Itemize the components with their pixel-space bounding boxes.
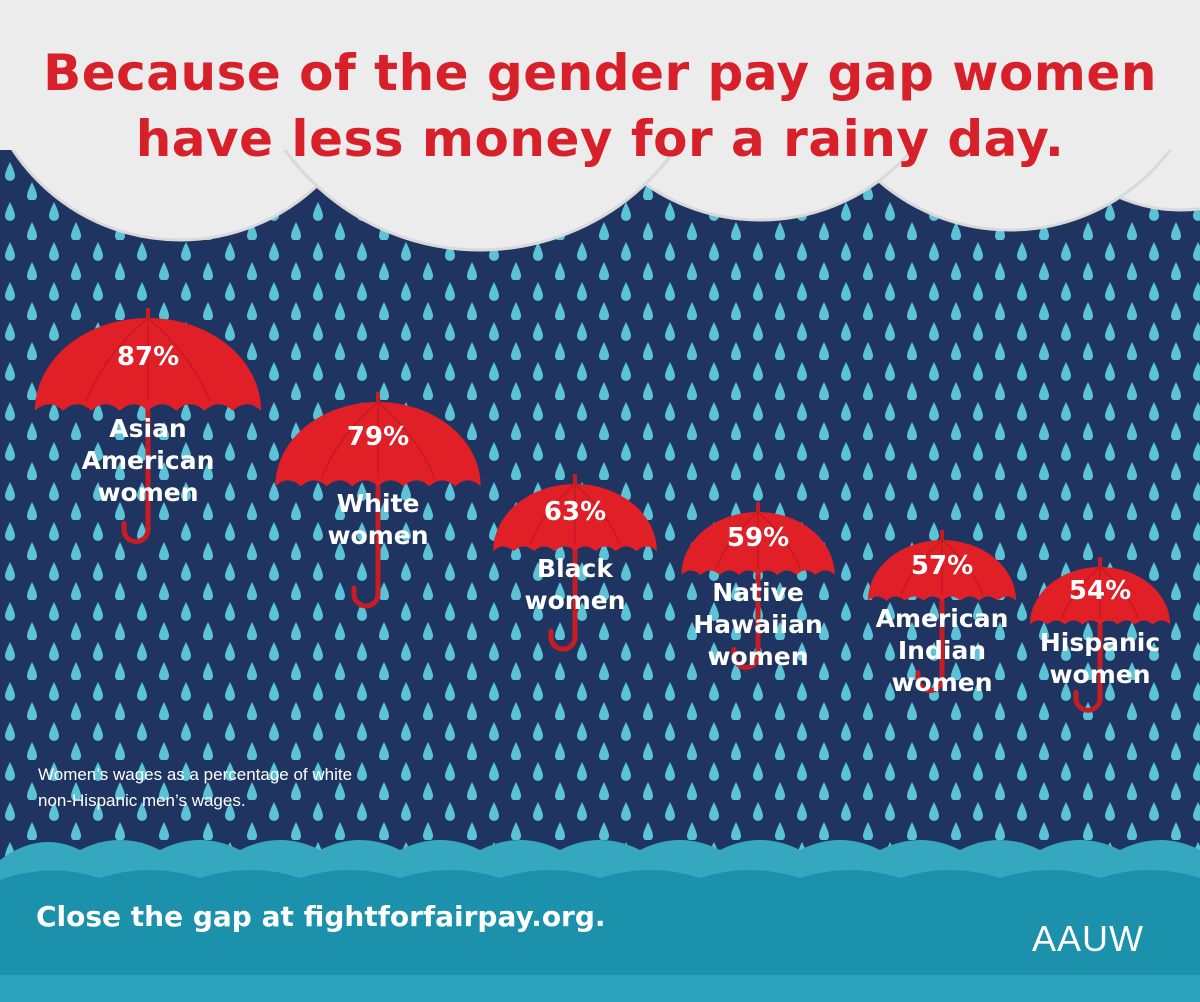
category-label: Black women bbox=[524, 554, 626, 616]
umbrella-handle bbox=[351, 483, 381, 609]
category-label: American Indian women bbox=[875, 603, 1009, 697]
umbrella-rib bbox=[529, 483, 576, 545]
category-label: Hispanic women bbox=[1039, 627, 1161, 689]
water bbox=[0, 870, 1200, 975]
umbrella-handle bbox=[731, 572, 761, 670]
umbrella-rib bbox=[574, 483, 621, 545]
category-label: White women bbox=[327, 489, 429, 551]
value-label: 59% bbox=[726, 523, 790, 554]
clouds bbox=[0, 0, 1200, 252]
value-label: 54% bbox=[1068, 576, 1132, 607]
umbrella-rib bbox=[147, 317, 211, 402]
umbrella-rib bbox=[377, 401, 436, 479]
water-edge bbox=[0, 975, 1200, 1002]
umbrella-rib bbox=[900, 539, 943, 595]
umbrella-tip bbox=[146, 308, 150, 318]
umbrella-handle bbox=[121, 408, 151, 544]
umbrella-handle bbox=[548, 548, 578, 652]
umbrella-handle bbox=[1073, 622, 1103, 713]
note: Women’s wages as a percentage of white n… bbox=[38, 765, 353, 810]
footer: Close the gap at fightforfairpay.org. bbox=[36, 900, 606, 933]
umbrella-rib bbox=[1060, 566, 1101, 620]
category-label: Native Hawaiian women bbox=[693, 577, 823, 671]
value-label: 79% bbox=[346, 422, 410, 453]
value-label: 87% bbox=[116, 341, 180, 372]
umbrella-tip bbox=[756, 502, 760, 512]
umbrella-rib bbox=[715, 511, 759, 569]
umbrella-rib bbox=[320, 401, 379, 479]
category-label: Asian American women bbox=[81, 413, 215, 507]
umbrella-rib bbox=[1099, 566, 1140, 620]
value-label: 57% bbox=[910, 550, 974, 581]
logo: AAUW bbox=[1032, 918, 1144, 959]
umbrella-tip bbox=[376, 392, 380, 402]
umbrella-rib bbox=[941, 539, 984, 595]
umbrella-tip bbox=[940, 530, 944, 540]
title: Because of the gender pay gap women have… bbox=[43, 44, 1157, 168]
value-label: 63% bbox=[543, 497, 607, 528]
umbrella-handle bbox=[915, 598, 945, 694]
umbrella-rib bbox=[757, 511, 801, 569]
umbrella-tip bbox=[573, 474, 577, 484]
umbrella-tip bbox=[1098, 557, 1102, 567]
umbrella-rib bbox=[85, 317, 149, 402]
